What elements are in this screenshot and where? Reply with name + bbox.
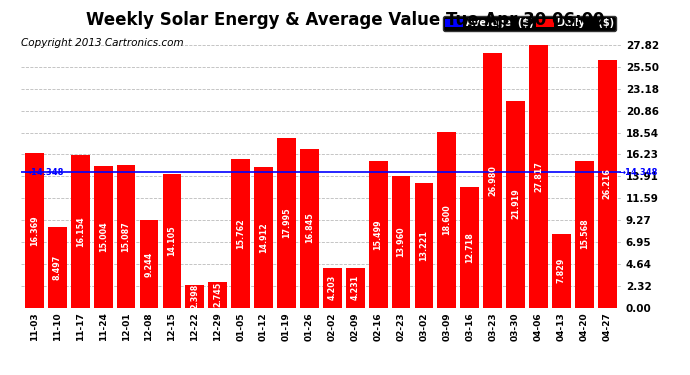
Text: 4.203: 4.203 bbox=[328, 275, 337, 300]
Text: 8.497: 8.497 bbox=[53, 255, 62, 280]
Text: 16.845: 16.845 bbox=[305, 213, 314, 243]
Bar bbox=[94, 166, 112, 308]
Text: 17.995: 17.995 bbox=[282, 207, 291, 238]
Text: 13.960: 13.960 bbox=[397, 226, 406, 257]
Text: 15.087: 15.087 bbox=[121, 221, 130, 252]
Bar bbox=[506, 100, 525, 308]
Bar bbox=[117, 165, 135, 308]
Bar bbox=[277, 138, 296, 308]
Bar bbox=[552, 234, 571, 308]
Bar bbox=[300, 148, 319, 308]
Bar bbox=[460, 188, 479, 308]
Text: 2.398: 2.398 bbox=[190, 284, 199, 309]
Bar bbox=[575, 160, 593, 308]
Bar bbox=[48, 227, 67, 308]
Bar bbox=[25, 153, 44, 308]
Text: 16.154: 16.154 bbox=[76, 216, 85, 247]
Text: 7.829: 7.829 bbox=[557, 258, 566, 283]
Text: 15.762: 15.762 bbox=[236, 218, 245, 249]
Text: 14.912: 14.912 bbox=[259, 222, 268, 252]
Text: 2.745: 2.745 bbox=[213, 282, 222, 307]
Text: 26.216: 26.216 bbox=[603, 168, 612, 199]
Text: 26.980: 26.980 bbox=[489, 165, 497, 196]
Text: 15.568: 15.568 bbox=[580, 219, 589, 249]
Text: 14.105: 14.105 bbox=[168, 226, 177, 256]
Bar bbox=[163, 174, 181, 308]
Text: Copyright 2013 Cartronics.com: Copyright 2013 Cartronics.com bbox=[21, 38, 184, 48]
Text: 16.369: 16.369 bbox=[30, 215, 39, 246]
Text: Weekly Solar Energy & Average Value Tue Apr 30 06:09: Weekly Solar Energy & Average Value Tue … bbox=[86, 11, 604, 29]
Bar bbox=[368, 161, 388, 308]
Bar bbox=[231, 159, 250, 308]
Text: 15.004: 15.004 bbox=[99, 221, 108, 252]
Text: 21.919: 21.919 bbox=[511, 189, 520, 219]
Text: 15.499: 15.499 bbox=[373, 219, 383, 250]
Text: 9.244: 9.244 bbox=[144, 251, 153, 276]
Bar bbox=[71, 155, 90, 308]
Text: →14.348: →14.348 bbox=[24, 168, 63, 177]
Bar bbox=[208, 282, 227, 308]
Text: 27.817: 27.817 bbox=[534, 161, 543, 192]
Bar bbox=[415, 183, 433, 308]
Text: 18.600: 18.600 bbox=[442, 204, 451, 235]
Bar bbox=[529, 45, 548, 308]
Bar bbox=[346, 268, 364, 308]
Bar bbox=[483, 53, 502, 307]
Bar bbox=[323, 268, 342, 308]
Bar bbox=[139, 220, 159, 308]
Legend: Average  ($), Daily    ($): Average ($), Daily ($) bbox=[443, 16, 616, 31]
Bar bbox=[392, 176, 411, 308]
Text: →14.348: →14.348 bbox=[619, 168, 658, 177]
Bar bbox=[437, 132, 456, 308]
Text: 4.231: 4.231 bbox=[351, 275, 359, 300]
Text: 13.221: 13.221 bbox=[420, 230, 428, 261]
Bar bbox=[598, 60, 617, 308]
Bar bbox=[254, 167, 273, 308]
Bar bbox=[186, 285, 204, 308]
Text: 12.718: 12.718 bbox=[465, 232, 474, 263]
